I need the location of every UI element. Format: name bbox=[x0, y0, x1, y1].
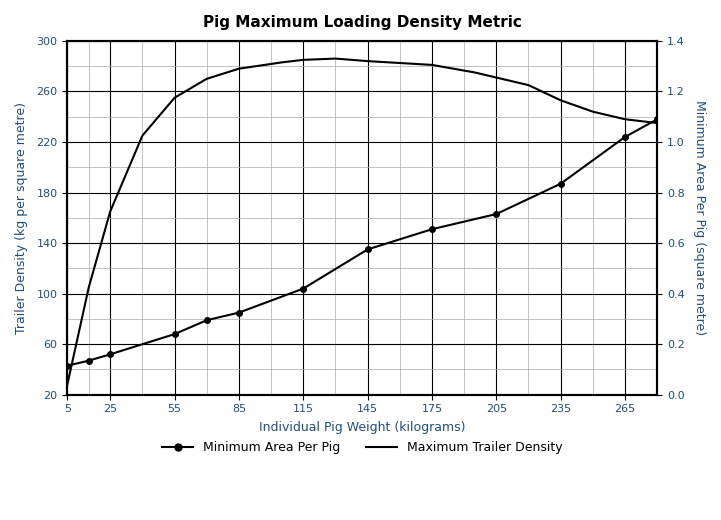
Legend: Minimum Area Per Pig, Maximum Trailer Density: Minimum Area Per Pig, Maximum Trailer De… bbox=[157, 436, 567, 459]
Title: Pig Maximum Loading Density Metric: Pig Maximum Loading Density Metric bbox=[203, 15, 522, 30]
Y-axis label: Minimum Area Per Pig (square metre): Minimum Area Per Pig (square metre) bbox=[693, 100, 706, 335]
Y-axis label: Trailer Density (kg per square metre): Trailer Density (kg per square metre) bbox=[15, 102, 28, 334]
X-axis label: Individual Pig Weight (kilograms): Individual Pig Weight (kilograms) bbox=[259, 421, 466, 434]
